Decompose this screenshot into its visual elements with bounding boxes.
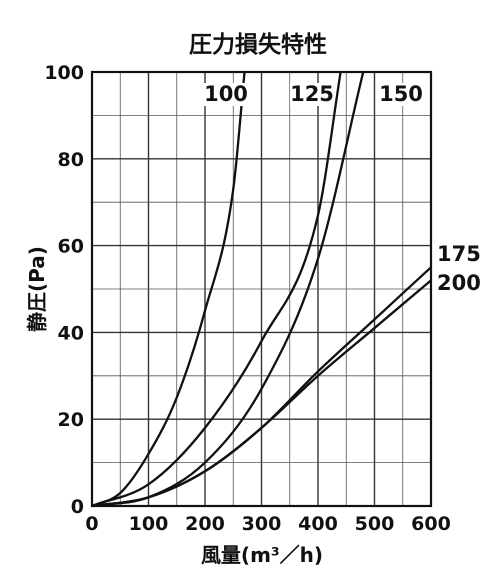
label-background	[204, 83, 248, 106]
x-tick-label: 300	[242, 513, 282, 535]
x-tick-label: 500	[355, 513, 395, 535]
chart-title: 圧力損失特性	[189, 32, 327, 58]
series-label-125: 125	[290, 82, 334, 106]
x-tick-label: 400	[298, 513, 338, 535]
curve-125	[91, 71, 342, 508]
y-tick-label: 80	[58, 149, 84, 171]
series-label-150: 150	[379, 82, 423, 106]
series-label-175: 175	[437, 242, 481, 266]
y-axis-title: 静圧(Pa)	[25, 246, 49, 332]
series-label-200: 200	[437, 271, 481, 295]
axis-ticks: 0 100 200 300 400 500 600 0 20 40 60 80 100	[44, 62, 451, 535]
series-curves	[91, 71, 432, 508]
y-tick-label: 20	[58, 409, 84, 431]
x-tick-label: 100	[129, 513, 169, 535]
y-tick-label: 60	[58, 236, 84, 258]
y-tick-label: 40	[58, 322, 84, 344]
label-background	[290, 83, 334, 106]
x-tick-label: 0	[85, 513, 98, 535]
y-tick-label: 100	[44, 62, 84, 84]
grid	[92, 72, 431, 506]
x-tick-label: 200	[185, 513, 225, 535]
x-tick-label: 600	[411, 513, 451, 535]
curve-100	[91, 71, 246, 508]
series-labels: 100 125 150 175 200	[204, 82, 481, 295]
series-label-100: 100	[204, 82, 248, 106]
y-tick-label: 0	[71, 496, 84, 518]
curve-200	[91, 279, 432, 508]
x-axis-title: 風量(m³／h)	[201, 543, 323, 567]
plot-frame	[90, 70, 433, 508]
label-background	[379, 83, 423, 106]
